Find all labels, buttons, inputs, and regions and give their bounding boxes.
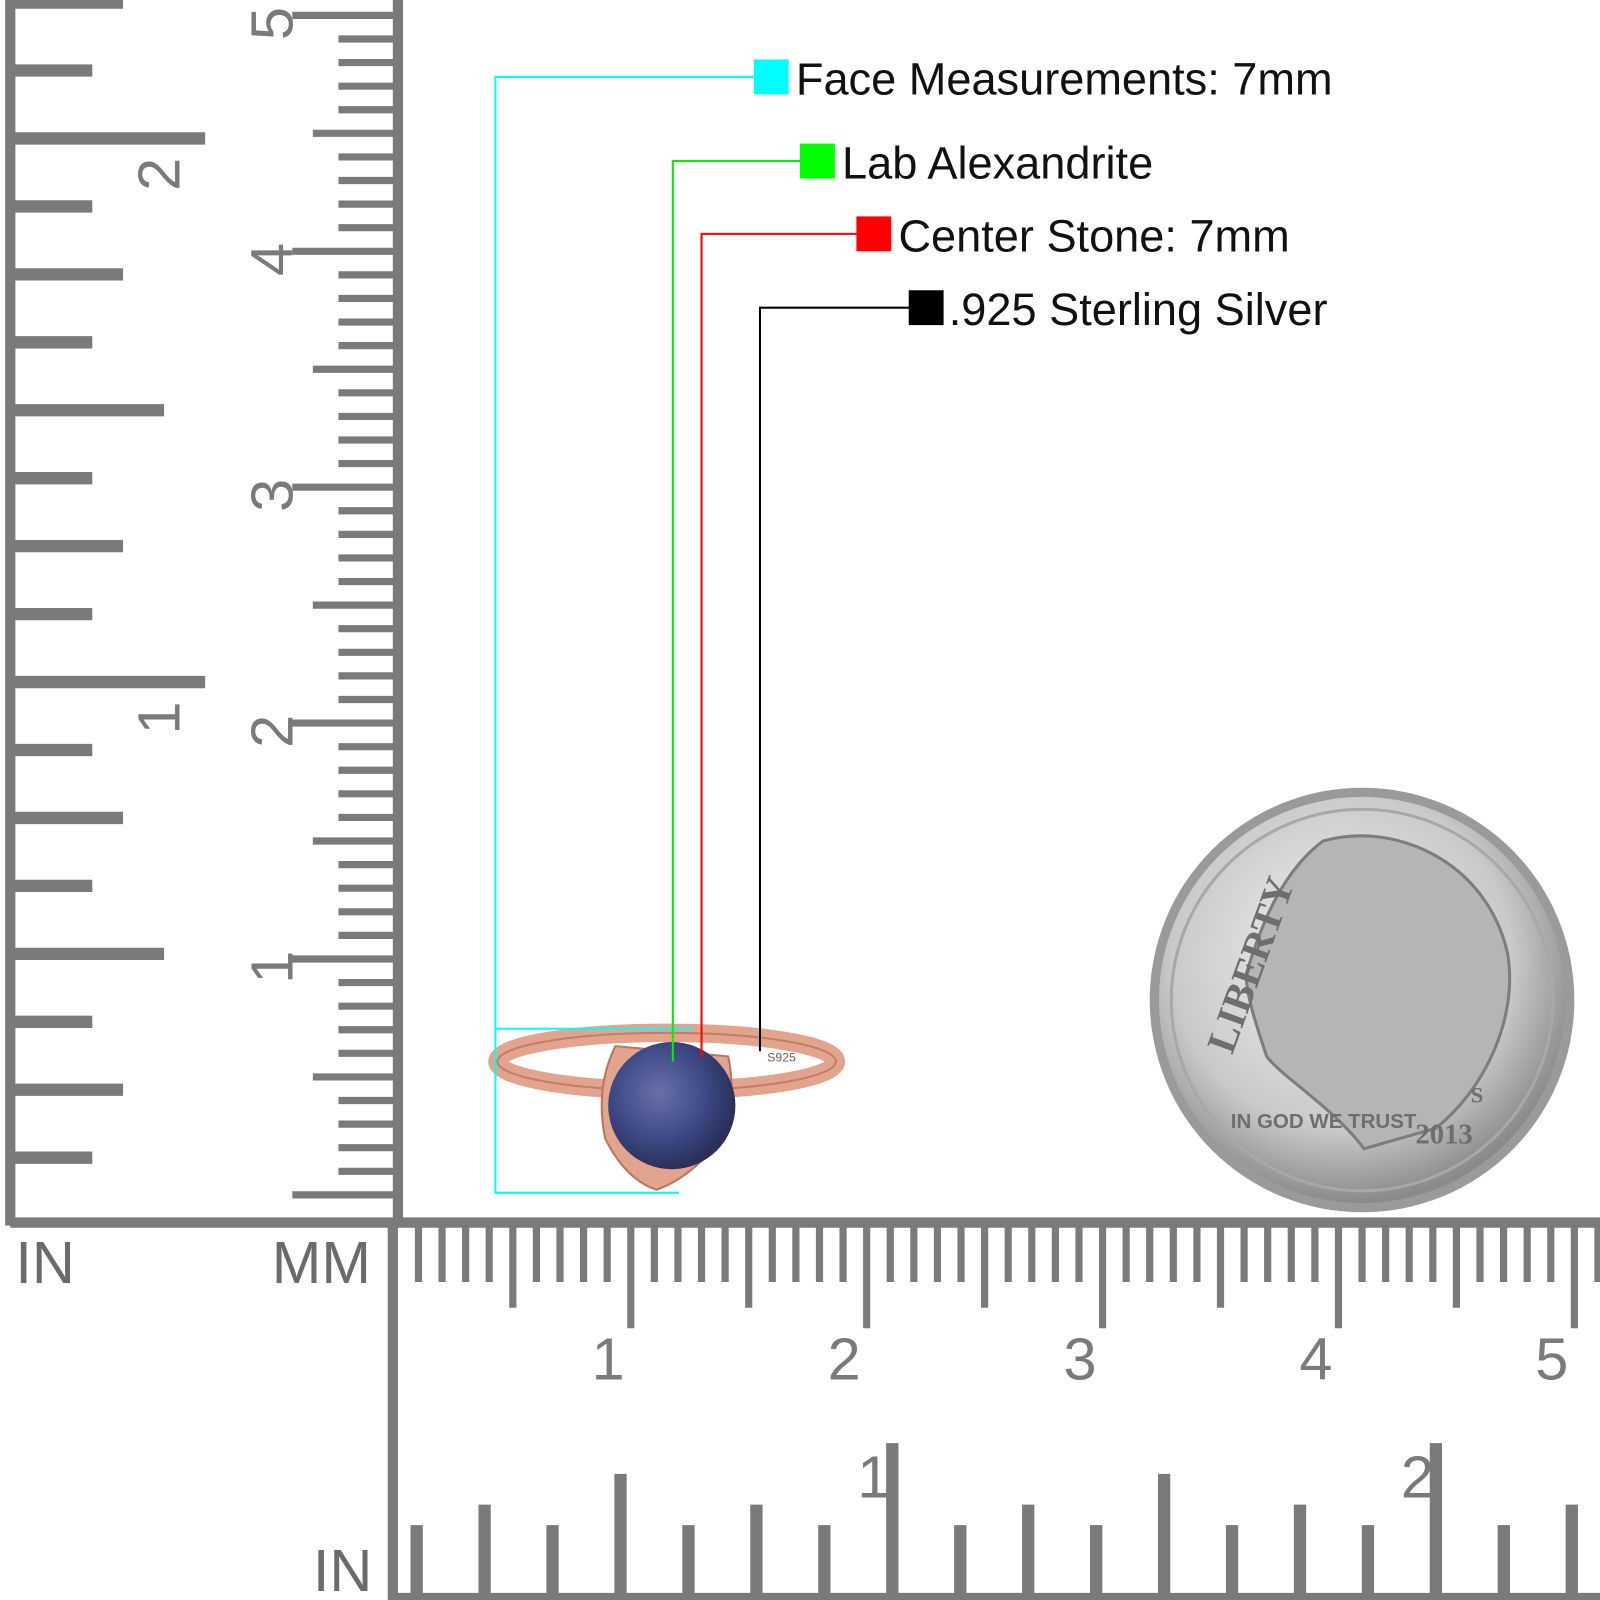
horizontal-mm-label: 1: [592, 1325, 625, 1392]
swatch-alexandrite: [799, 143, 835, 179]
vertical-mm-label: 3: [238, 479, 305, 512]
bottom-in-label: IN: [312, 1537, 373, 1600]
rulers: 1 2 3 4 5 1 2 1 2 3 4 5 1 2: [5, 0, 1600, 1600]
legend-center-stone: Center Stone: 7mm: [898, 211, 1290, 262]
vertical-inch-label: 1: [125, 701, 192, 734]
swatch-center-stone: [856, 216, 892, 252]
ring: S925: [488, 1023, 846, 1191]
vertical-mm-label: 2: [238, 715, 305, 748]
horizontal-mm-label: 2: [828, 1325, 861, 1392]
legend-face-measurements: Face Measurements: 7mm: [795, 54, 1333, 105]
vertical-mm-label: 5: [238, 7, 305, 40]
legend-swatches: [753, 59, 944, 326]
horizontal-mm-label: 5: [1535, 1325, 1568, 1392]
swatch-face: [753, 59, 789, 95]
legend-sterling-silver: .925 Sterling Silver: [948, 285, 1328, 336]
vertical-inch-label: 2: [125, 158, 192, 191]
coin-motto-text: IN GOD WE TRUST: [1231, 1110, 1417, 1133]
horizontal-mm-label: 3: [1063, 1325, 1096, 1392]
left-mm-label: MM: [271, 1229, 371, 1297]
center-stone: [608, 1042, 736, 1170]
horizontal-mm-label: 4: [1299, 1325, 1332, 1392]
coin-year-text: 2013: [1415, 1119, 1472, 1151]
coin-mint-text: S: [1471, 1083, 1484, 1108]
left-in-label: IN: [15, 1229, 75, 1297]
swatch-silver: [908, 290, 944, 326]
legend-lab-alexandrite: Lab Alexandrite: [842, 138, 1154, 189]
vertical-mm-label: 4: [238, 243, 305, 276]
ring-stamp: S925: [767, 1051, 796, 1065]
vertical-mm-label: 1: [238, 951, 305, 984]
horizontal-inch-label: 1: [857, 1443, 890, 1510]
horizontal-inch-label: 2: [1401, 1443, 1434, 1510]
leader-lines: [494, 75, 911, 1194]
dime-coin: LIBERTY IN GOD WE TRUST 2013 S: [1149, 787, 1575, 1213]
